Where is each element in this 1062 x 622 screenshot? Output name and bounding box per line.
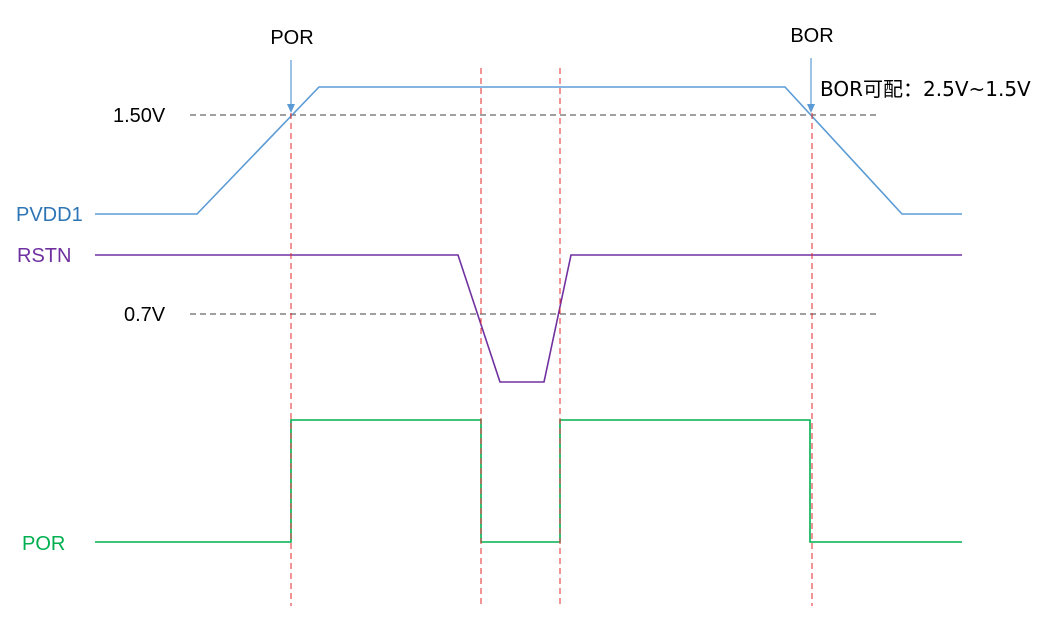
signal-label-rstn: RSTN [17,245,71,267]
pvdd1-waveform [95,86,962,215]
bor-marker-arrow [807,104,815,113]
threshold-label-rstn: 0.7V [124,304,166,326]
threshold-label-por: 1.50V [113,105,166,127]
por-marker-label: POR [270,27,313,49]
signal-label-pvdd1: PVDD1 [16,204,83,226]
bor-config-note: BOR可配：2.5V~1.5V [820,77,1031,101]
por-waveform [95,419,962,543]
signal-label-por: POR [22,533,65,555]
rstn-waveform [95,254,962,383]
por-marker-arrow [287,104,295,113]
bor-marker-label: BOR [790,25,833,47]
